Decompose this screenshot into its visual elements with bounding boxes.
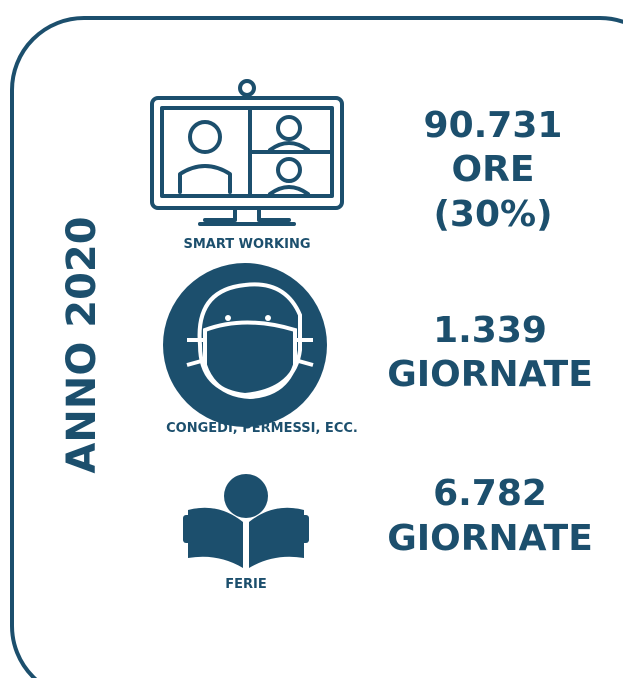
item-value: (30%) — [433, 194, 552, 235]
item-value: GIORNATE — [387, 518, 593, 559]
item-value: GIORNATE — [387, 354, 593, 395]
item-value: 90.731 — [424, 105, 563, 146]
year-title: ANNO 2020 — [59, 216, 105, 473]
item-label: CONGEDI, PERMESSI, ECC. — [166, 421, 358, 436]
item-label: SMART WORKING — [183, 237, 310, 252]
frame — [10, 16, 623, 678]
item-label: FERIE — [225, 577, 267, 592]
smart-working-icon — [150, 79, 344, 226]
mask-icon — [163, 263, 327, 427]
item-value: ORE — [452, 149, 535, 190]
item-value: 6.782 — [433, 473, 547, 514]
item-value: 1.339 — [433, 310, 547, 351]
reading-icon — [183, 474, 309, 568]
